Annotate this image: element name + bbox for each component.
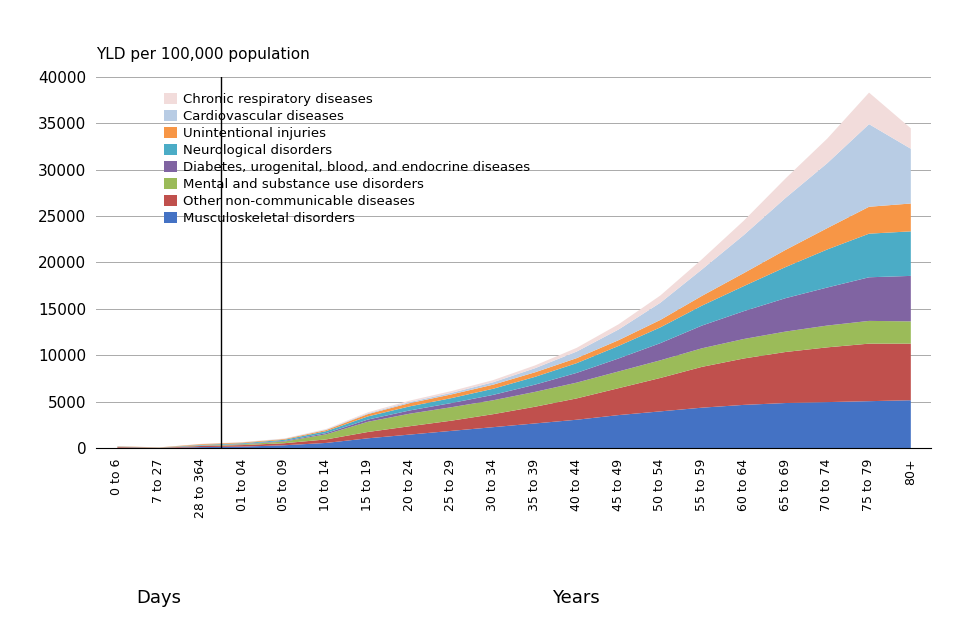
Text: YLD per 100,000 population: YLD per 100,000 population (96, 47, 310, 62)
Legend: Chronic respiratory diseases, Cardiovascular diseases, Unintentional injuries, N: Chronic respiratory diseases, Cardiovasc… (161, 91, 533, 228)
Text: Days: Days (136, 589, 181, 607)
Text: Years: Years (552, 589, 600, 607)
